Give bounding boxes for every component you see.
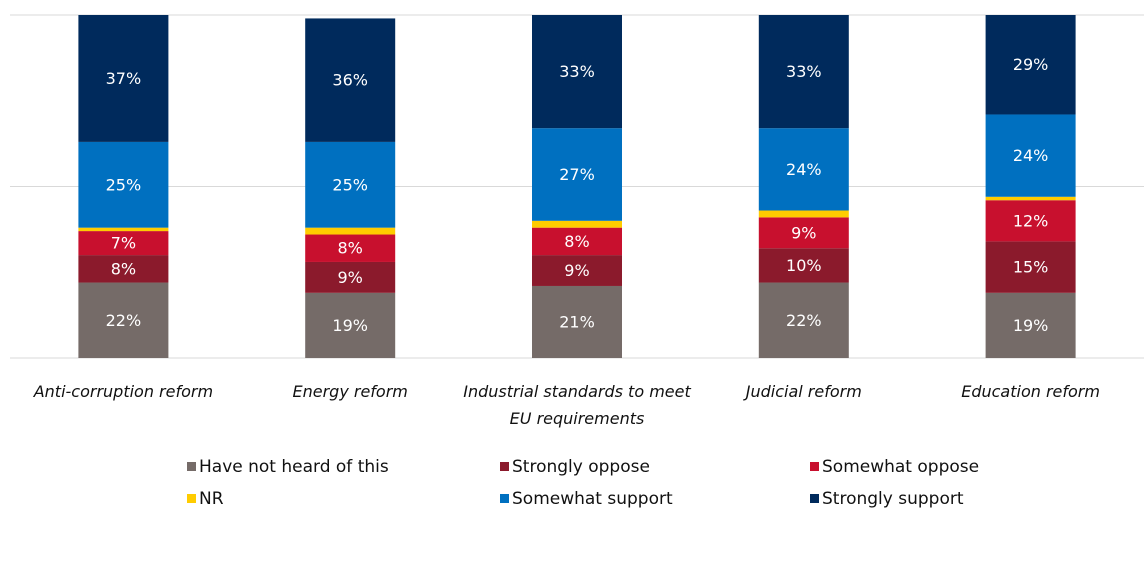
data-label: 9% bbox=[564, 261, 589, 280]
legend-label: Somewhat oppose bbox=[822, 457, 979, 477]
bar-segment bbox=[532, 227, 622, 256]
bar-segment bbox=[985, 196, 1076, 201]
legend-swatch bbox=[500, 462, 509, 471]
data-label: 21% bbox=[559, 312, 595, 331]
bar-segment bbox=[78, 141, 169, 228]
x-tick-label: Judicial reform bbox=[745, 382, 862, 401]
bar-segment bbox=[985, 15, 1076, 115]
data-label: 8% bbox=[564, 232, 589, 251]
data-label: 25% bbox=[332, 175, 368, 194]
data-label: 22% bbox=[786, 311, 822, 330]
data-label: 8% bbox=[338, 239, 363, 258]
data-label: 24% bbox=[786, 160, 822, 179]
data-label: 9% bbox=[338, 268, 363, 287]
data-label: 7% bbox=[111, 234, 136, 253]
bar-segment bbox=[985, 241, 1076, 293]
data-label: 33% bbox=[559, 62, 595, 81]
bar-segment bbox=[532, 128, 622, 221]
bar-segment bbox=[532, 255, 622, 286]
legend-label: Have not heard of this bbox=[199, 457, 389, 477]
bar-segment bbox=[78, 255, 169, 283]
bar-segment bbox=[532, 220, 622, 228]
bar-segment bbox=[78, 15, 169, 142]
x-tick-label: Education reform bbox=[961, 382, 1100, 401]
data-label: 33% bbox=[786, 62, 822, 81]
bar-segment bbox=[758, 210, 849, 218]
bar-segment bbox=[305, 227, 396, 235]
bar-segment bbox=[305, 141, 396, 228]
bar-segment bbox=[758, 128, 849, 211]
bar-segment bbox=[305, 292, 396, 358]
data-label: 10% bbox=[786, 256, 822, 275]
legend-swatch bbox=[500, 494, 509, 503]
data-label: 9% bbox=[791, 223, 816, 242]
bar-segment bbox=[305, 18, 396, 142]
x-tick-label: Industrial standards to meet EU requirem… bbox=[463, 382, 691, 428]
x-tick-label: Energy reform bbox=[292, 382, 408, 401]
bar-segment bbox=[758, 248, 849, 283]
legend-label: Somewhat support bbox=[512, 489, 673, 509]
legend-swatch bbox=[187, 494, 196, 503]
legend-swatch bbox=[810, 494, 819, 503]
data-label: 27% bbox=[559, 165, 595, 184]
data-label: 29% bbox=[1013, 55, 1049, 74]
legend-label: Strongly oppose bbox=[512, 457, 650, 477]
legend-swatch bbox=[810, 462, 819, 471]
bar-segment bbox=[985, 200, 1076, 242]
data-label: 36% bbox=[332, 71, 368, 90]
bar-segment bbox=[532, 285, 622, 358]
data-label: 25% bbox=[106, 175, 142, 194]
data-label: 15% bbox=[1013, 258, 1049, 277]
bar-segment bbox=[532, 15, 622, 129]
data-label: 37% bbox=[106, 69, 142, 88]
legend-label: Strongly support bbox=[822, 489, 964, 509]
legend-label: NR bbox=[199, 489, 224, 509]
bar-segment bbox=[305, 261, 396, 293]
bar-segment bbox=[78, 231, 169, 256]
bar-segment bbox=[305, 234, 396, 262]
bar-segment bbox=[758, 217, 849, 249]
bar-segment bbox=[758, 15, 849, 129]
bar-segment bbox=[758, 282, 849, 358]
x-tick-label: Anti-corruption reform bbox=[33, 382, 214, 401]
data-label: 19% bbox=[1013, 316, 1049, 335]
bar-segment bbox=[78, 282, 169, 358]
legend-swatch bbox=[187, 462, 196, 471]
bar-segment bbox=[985, 114, 1076, 197]
data-label: 8% bbox=[111, 259, 136, 278]
bar-segment bbox=[985, 292, 1076, 358]
data-label: 22% bbox=[106, 311, 142, 330]
bar-segment bbox=[78, 227, 169, 232]
data-label: 12% bbox=[1013, 211, 1049, 230]
data-label: 24% bbox=[1013, 146, 1049, 165]
data-label: 19% bbox=[332, 316, 368, 335]
